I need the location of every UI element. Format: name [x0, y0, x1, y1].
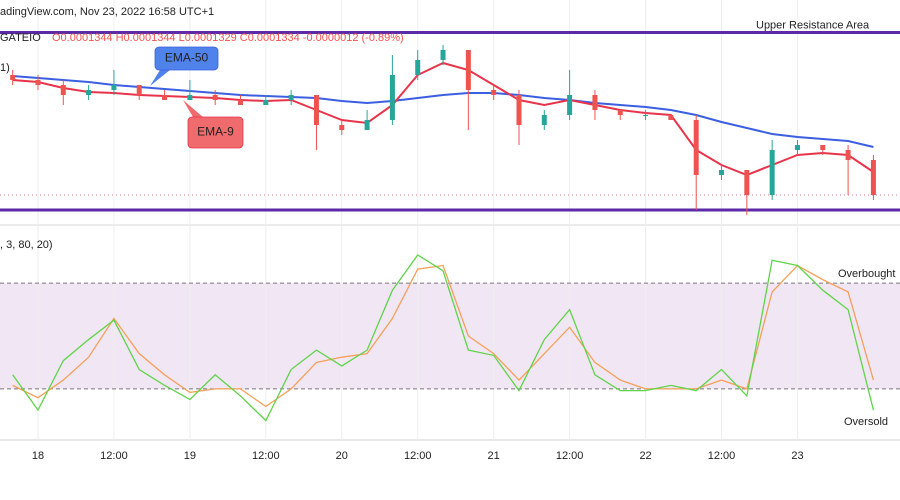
- x-tick-label: 23: [791, 450, 803, 462]
- candle-body: [845, 150, 851, 160]
- x-tick-label: 12:00: [404, 450, 432, 462]
- background-layer: [0, 0, 900, 441]
- oscillator-line: [12, 254, 875, 422]
- x-tick-label: 12:00: [556, 450, 584, 462]
- stoch-title: , 3, 80, 20): [0, 239, 53, 251]
- callout-box: [187, 116, 244, 149]
- candle-body: [288, 95, 294, 100]
- marks-layer: [0, 31, 900, 422]
- candle-body: [668, 115, 674, 120]
- x-tick-label: 12:00: [100, 450, 128, 462]
- hline-label: Upper Resistance Area: [756, 19, 870, 31]
- candle-body: [415, 60, 421, 75]
- candle-body: [617, 110, 623, 115]
- indicator-label: 1): [0, 62, 10, 74]
- candle-body: [465, 50, 471, 90]
- candle-body: [693, 120, 699, 175]
- candle-body: [820, 145, 826, 150]
- candle-body: [567, 95, 573, 115]
- level-label: Overbought: [838, 268, 895, 280]
- legend-label: EMA-50: [165, 51, 209, 65]
- symbol: GATEIO: [0, 32, 41, 44]
- candle-body: [162, 95, 168, 100]
- candle-body: [238, 100, 244, 105]
- x-tick-label: 20: [336, 450, 348, 462]
- candle-body: [440, 50, 446, 60]
- x-tick-label: 12:00: [252, 450, 280, 462]
- candle-body: [389, 75, 395, 120]
- candle-body: [769, 150, 775, 195]
- callout-pointer: [150, 70, 170, 86]
- candle-body: [794, 145, 800, 150]
- x-tick-label: 12:00: [708, 450, 736, 462]
- candle-body: [364, 120, 370, 130]
- candle-body: [86, 90, 92, 95]
- oscillator-line: [12, 264, 875, 408]
- candle-body: [136, 85, 142, 95]
- candle-body: [263, 100, 269, 105]
- callout-pointer: [183, 100, 203, 117]
- candle-body: [870, 160, 876, 195]
- candle-body: [339, 125, 345, 130]
- candle-body: [111, 85, 117, 90]
- candle-body: [592, 95, 598, 110]
- candle-body: [60, 85, 66, 95]
- x-tick-label: 22: [639, 450, 651, 462]
- candle-body: [541, 115, 547, 125]
- candle-body: [313, 95, 319, 125]
- candle-body: [187, 95, 193, 100]
- labels-layer: adingView.com, Nov 23, 2022 16:58 UTC+1 …: [0, 6, 895, 462]
- ema-line: [12, 75, 874, 148]
- chart-title: adingView.com, Nov 23, 2022 16:58 UTC+1: [0, 6, 214, 18]
- candle-body: [643, 115, 649, 116]
- x-tick-label: 18: [32, 450, 44, 462]
- x-tick-label: 19: [184, 450, 196, 462]
- ema-line: [12, 61, 874, 177]
- level-band: [0, 283, 900, 389]
- level-label: Oversold: [844, 416, 888, 428]
- legend-label: EMA-9: [197, 125, 234, 139]
- x-tick-label: 21: [488, 450, 500, 462]
- candle-body: [35, 80, 41, 85]
- candle-body: [10, 75, 16, 80]
- candle-body: [719, 170, 725, 175]
- callout-box: [154, 46, 219, 71]
- ohlc-subtitle: O0.0001344 H0.0001344 L0.0001329 C0.0001…: [52, 32, 404, 44]
- candle-body: [212, 95, 218, 100]
- candle-body: [744, 170, 750, 195]
- candle-body: [491, 90, 497, 95]
- candle-body: [516, 95, 522, 125]
